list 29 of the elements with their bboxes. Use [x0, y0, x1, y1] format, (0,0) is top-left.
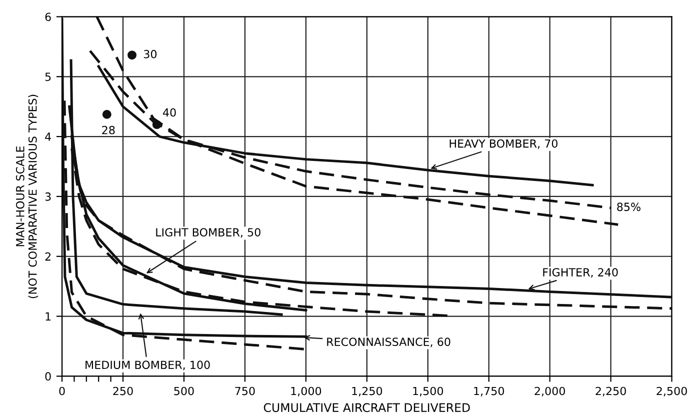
x-tick-label: 2,250	[596, 386, 626, 396]
annotation: RECONNAISSANCE, 60	[327, 338, 450, 348]
x-tick-label: 0	[59, 386, 65, 396]
x-tick-label: 500	[174, 386, 194, 396]
y-tick-label: 5	[45, 72, 51, 82]
annotation: 40	[162, 108, 176, 117]
y-tick-label: 1	[46, 312, 51, 321]
annotation: HEAVY BOMBER, 70	[450, 139, 558, 149]
annotation: LIGHT BOMBER, 50	[156, 228, 260, 238]
x-tick-label: 1,000	[291, 386, 322, 396]
x-tick-label: 250	[113, 386, 133, 396]
x-tick-label: 1,250	[352, 386, 382, 396]
x-tick-label: 2,500	[656, 386, 687, 396]
x-tick-label: 750	[235, 386, 255, 396]
x-axis-title: CUMULATIVE AIRCRAFT DELIVERED	[264, 403, 470, 412]
x-tick-label: 1,500	[413, 386, 444, 396]
annotation: MEDIUM BOMBER, 100	[86, 360, 210, 370]
annotation: 30	[144, 50, 157, 58]
y-tick-label: 2	[45, 252, 50, 261]
x-tick-label: 1,750	[474, 386, 504, 396]
x-tick-label: 2,000	[534, 386, 565, 396]
y-tick-label: 0	[45, 372, 51, 381]
y-tick-label: 3	[45, 192, 51, 201]
y-tick-label: 4	[45, 132, 51, 141]
y-axis-title: MAN-HOUR SCALE (NOT COMPARATIVE VARIOUS TYPES)	[16, 94, 38, 298]
annotation: FIGHTER, 240	[543, 268, 618, 278]
annotation: 85%	[617, 202, 640, 212]
y-tick-label: 6	[45, 12, 51, 22]
annotation: 28	[102, 126, 115, 134]
